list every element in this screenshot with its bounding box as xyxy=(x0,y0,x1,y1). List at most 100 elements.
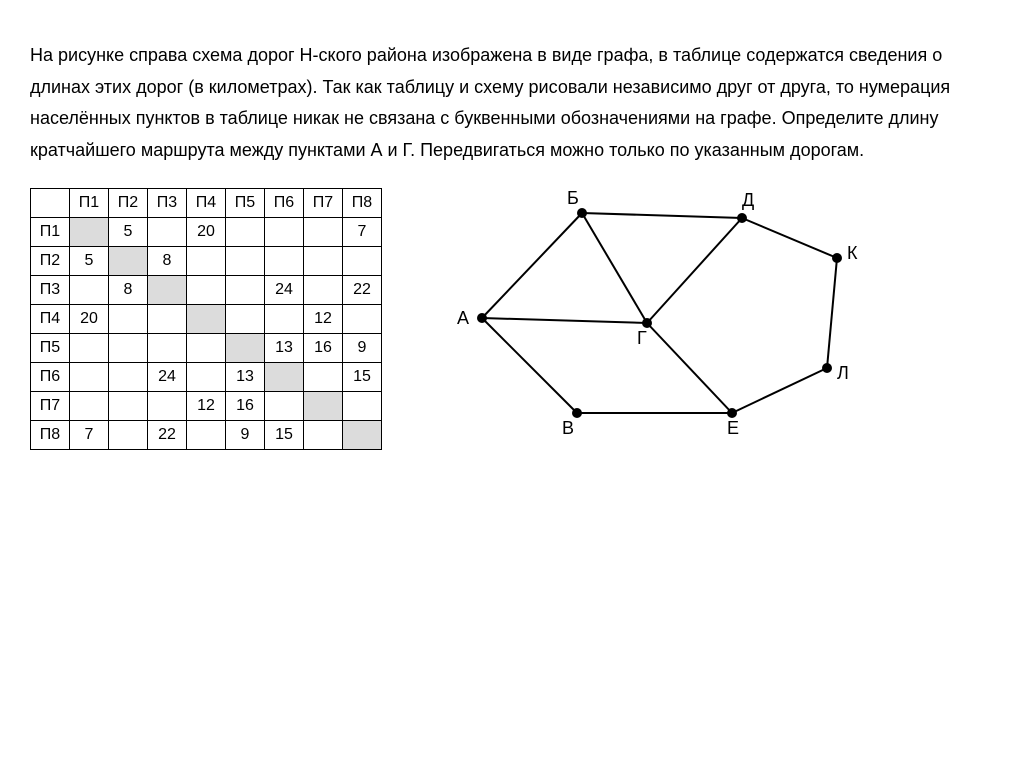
graph-edge xyxy=(732,368,827,413)
graph-node xyxy=(822,363,832,373)
table-header-cell: П3 xyxy=(148,189,187,218)
graph-node-label: Б xyxy=(567,188,579,209)
table-cell xyxy=(226,247,265,276)
table-header-cell xyxy=(31,189,70,218)
table-cell: 15 xyxy=(265,421,304,450)
table-cell xyxy=(343,247,382,276)
graph-edge xyxy=(647,218,742,323)
graph-edge xyxy=(482,318,577,413)
table-cell: 16 xyxy=(226,392,265,421)
table-cell: 7 xyxy=(343,218,382,247)
graph-edge xyxy=(482,318,647,323)
table-cell: 13 xyxy=(226,363,265,392)
content-row: П1П2П3П4П5П6П7П8П15207П258П382422П42012П… xyxy=(30,188,994,450)
graph-node xyxy=(642,318,652,328)
table-cell xyxy=(187,305,226,334)
graph-node-label: В xyxy=(562,418,574,439)
table-cell xyxy=(109,421,148,450)
table-cell xyxy=(109,334,148,363)
table-header-cell: П2 xyxy=(109,189,148,218)
table-cell xyxy=(187,334,226,363)
table-cell: 15 xyxy=(343,363,382,392)
table-cell xyxy=(265,247,304,276)
table-cell xyxy=(109,392,148,421)
table-cell: 20 xyxy=(187,218,226,247)
table-header-cell: П4 xyxy=(187,189,226,218)
table-cell xyxy=(304,276,343,305)
graph-node xyxy=(727,408,737,418)
graph-node-label: Г xyxy=(637,328,647,349)
table-cell xyxy=(304,247,343,276)
table-cell xyxy=(70,334,109,363)
table-cell xyxy=(226,334,265,363)
table-cell: 8 xyxy=(109,276,148,305)
graph-node-label: К xyxy=(847,243,858,264)
graph-edge xyxy=(827,258,837,368)
graph-node-label: А xyxy=(457,308,469,329)
graph-edge xyxy=(647,323,732,413)
graph-node-label: Л xyxy=(837,363,849,384)
graph-node xyxy=(477,313,487,323)
graph-node xyxy=(572,408,582,418)
graph-edge xyxy=(582,213,742,218)
table-cell xyxy=(70,392,109,421)
table-cell: 12 xyxy=(304,305,343,334)
table-cell xyxy=(109,305,148,334)
table-cell: 22 xyxy=(343,276,382,305)
table-cell: 13 xyxy=(265,334,304,363)
table-row-label: П6 xyxy=(31,363,70,392)
table-row-label: П4 xyxy=(31,305,70,334)
table-cell xyxy=(226,305,265,334)
graph-node xyxy=(832,253,842,263)
table-cell xyxy=(304,218,343,247)
adjacency-table: П1П2П3П4П5П6П7П8П15207П258П382422П42012П… xyxy=(30,188,382,450)
graph-diagram: А Б Г В Д Е К Л xyxy=(442,188,902,448)
table-cell: 16 xyxy=(304,334,343,363)
graph-edge xyxy=(742,218,837,258)
table-cell xyxy=(343,421,382,450)
table-cell xyxy=(226,218,265,247)
table-cell xyxy=(226,276,265,305)
graph-node-label: Д xyxy=(742,190,754,211)
table-cell xyxy=(187,276,226,305)
table-row-label: П8 xyxy=(31,421,70,450)
table-header-cell: П6 xyxy=(265,189,304,218)
table-cell: 7 xyxy=(70,421,109,450)
table-row-label: П2 xyxy=(31,247,70,276)
graph-node xyxy=(737,213,747,223)
table-cell xyxy=(148,392,187,421)
graph-edge xyxy=(582,213,647,323)
graph-node-label: Е xyxy=(727,418,739,439)
table-row-label: П3 xyxy=(31,276,70,305)
table-cell xyxy=(343,305,382,334)
table-cell xyxy=(265,305,304,334)
table-cell: 8 xyxy=(148,247,187,276)
table-cell xyxy=(265,363,304,392)
table-row-label: П5 xyxy=(31,334,70,363)
table-cell xyxy=(187,421,226,450)
table-cell xyxy=(148,276,187,305)
graph-edge xyxy=(482,213,582,318)
table-cell xyxy=(304,392,343,421)
table-cell xyxy=(148,305,187,334)
table-cell xyxy=(109,363,148,392)
table-header-cell: П8 xyxy=(343,189,382,218)
table-cell xyxy=(70,363,109,392)
table-header-cell: П5 xyxy=(226,189,265,218)
table-cell xyxy=(304,421,343,450)
table-cell xyxy=(148,218,187,247)
table-cell: 24 xyxy=(265,276,304,305)
table-cell: 5 xyxy=(70,247,109,276)
table-cell xyxy=(304,363,343,392)
table-cell: 22 xyxy=(148,421,187,450)
table-header-cell: П7 xyxy=(304,189,343,218)
table-header-cell: П1 xyxy=(70,189,109,218)
table-cell: 5 xyxy=(109,218,148,247)
table-row-label: П1 xyxy=(31,218,70,247)
table-cell: 12 xyxy=(187,392,226,421)
graph-node xyxy=(577,208,587,218)
table-row-label: П7 xyxy=(31,392,70,421)
problem-text: На рисунке справа схема дорог Н-ского ра… xyxy=(30,40,994,166)
table-cell: 9 xyxy=(343,334,382,363)
table-cell xyxy=(109,247,148,276)
